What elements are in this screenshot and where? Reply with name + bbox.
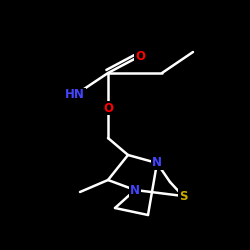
Text: HN: HN: [65, 88, 85, 102]
Text: N: N: [130, 184, 140, 196]
Text: O: O: [103, 102, 113, 114]
Text: N: N: [152, 156, 162, 170]
Text: O: O: [135, 50, 145, 62]
Text: S: S: [179, 190, 187, 202]
